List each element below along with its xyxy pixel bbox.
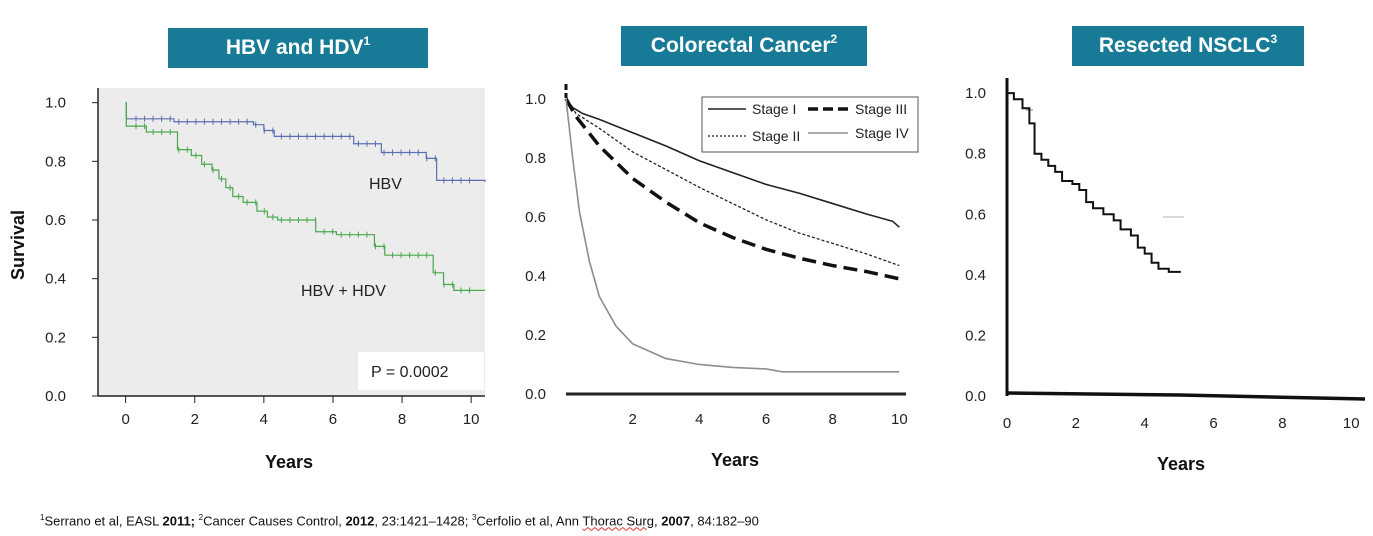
- nsclc-ytick-0.0: 0.0: [965, 388, 986, 405]
- hbv-xtick-4: 4: [260, 411, 268, 428]
- footnote-year-2: 2012: [345, 513, 375, 529]
- annotation-hbv: HBV: [369, 176, 402, 193]
- crc-ytick-0.8: 0.8: [525, 150, 546, 167]
- crc-series-stage-i: [565, 98, 900, 228]
- hbv-series-hbv: [125, 102, 486, 182]
- legend-label-stage3: Stage III: [855, 101, 907, 117]
- pvalue-box: [358, 352, 484, 390]
- nsclc-ytick-0.8: 0.8: [965, 146, 986, 163]
- footnote-ref-2: Cancer Causes Control,: [203, 513, 346, 529]
- hbv-ytick-0.8: 0.8: [45, 153, 66, 170]
- crc-ytick-0.0: 0.0: [525, 386, 546, 403]
- crc-xtick-2: 2: [628, 411, 636, 428]
- nsclc-xtick-4: 4: [1141, 415, 1149, 432]
- chart-hbv-hdv: 0.0 0.2 0.4 0.6 0.8 1.0 0 2 4 6 8 10 HBV HBV + HDV…: [45, 88, 486, 472]
- legend-label-stage1: Stage I: [752, 101, 796, 117]
- crc-xtick-4: 4: [695, 411, 703, 428]
- legend-box: [701, 96, 919, 153]
- hbv-ytick-0.6: 0.6: [45, 212, 66, 229]
- ylabel-svg: Survival: [8, 210, 28, 280]
- chart-nsclc: 0.0 0.2 0.4 0.6 0.8 1.0 0 2 4 6 8 10 Years: [965, 78, 1366, 474]
- footnote-ref-3c: , 84:182–90: [690, 513, 759, 529]
- hbv-ytick-0.2: 0.2: [45, 329, 66, 346]
- panel-title-hbv-sup: 1: [363, 34, 371, 48]
- footnote-ref-2b: , 23:1421–1428;: [374, 513, 472, 529]
- nsclc-xtick-0: 0: [1003, 415, 1011, 432]
- nsclc-ytick-1.0: 1.0: [965, 85, 986, 102]
- crc-series-stage-iii: [564, 97, 900, 281]
- panel-title-hbv-text: HBV and HDV: [225, 36, 364, 59]
- footnote-ref-3-journal: Thorac Surg: [582, 513, 654, 529]
- crc-series-stage-iv: [565, 98, 900, 373]
- crc-ytick-0.4: 0.4: [525, 268, 546, 285]
- nsclc-series-resected-nsclc: [1007, 92, 1181, 273]
- nsclc-ytick-0.4: 0.4: [965, 267, 986, 284]
- annotation-hbv-hdv: HBV + HDV: [301, 283, 386, 300]
- footnote-sup-3: 3: [471, 513, 477, 522]
- chart-nsclc-xaxis: [1006, 391, 1366, 401]
- hbv-xtick-2: 2: [191, 411, 199, 428]
- chart-colorectal: 0.0 0.2 0.4 0.6 0.8 1.0 2 4 6 8 10 Stage I Stage …: [525, 84, 919, 470]
- hbv-ytick-0.4: 0.4: [45, 271, 66, 288]
- chart-hbv-bg: [98, 88, 485, 396]
- crc-xtick-10: 10: [891, 411, 908, 428]
- panel-title-colorectal-sup: 2: [830, 32, 838, 46]
- chart-hbv-xlabel: Years: [265, 452, 313, 472]
- crc-xtick-6: 6: [762, 411, 770, 428]
- panel-title-hbv: HBV and HDV1: [168, 28, 428, 68]
- hbv-ytick-0.0: 0.0: [45, 388, 66, 405]
- footnote: 1Serrano et al, EASL 2011; 2Cancer Cause…: [40, 513, 759, 528]
- crc-ytick-0.2: 0.2: [525, 327, 546, 344]
- panel-title-nsclc-text: Resected NSCLC: [1098, 34, 1271, 57]
- hbv-xtick-6: 6: [329, 411, 337, 428]
- footnote-year-1: 2011;: [162, 513, 196, 529]
- footnote-ref-3: Cerfolio et al, Ann: [476, 513, 583, 529]
- hbv-xtick-10: 10: [463, 411, 480, 428]
- nsclc-xtick-6: 6: [1209, 415, 1217, 432]
- nsclc-xtick-2: 2: [1072, 415, 1080, 432]
- crc-ytick-1.0: 1.0: [525, 91, 546, 108]
- crc-ytick-0.6: 0.6: [525, 209, 546, 226]
- panel-title-colorectal: Colorectal Cancer2: [621, 26, 867, 66]
- ylabel: Survival: [8, 210, 28, 280]
- legend-colorectal: Stage I Stage III Stage II Stage IV: [701, 96, 919, 153]
- hbv-xtick-8: 8: [398, 411, 406, 428]
- nsclc-xtick-10: 10: [1343, 415, 1360, 432]
- footnote-sup-1: 1: [40, 513, 45, 522]
- annotation-pvalue: P = 0.0002: [371, 364, 449, 381]
- panel-title-nsclc: Resected NSCLC3: [1072, 26, 1304, 66]
- legend-label-stage4: Stage IV: [855, 125, 909, 141]
- footnote-ref-3b: ,: [653, 513, 662, 529]
- nsclc-ytick-0.6: 0.6: [965, 206, 986, 223]
- panel-title-nsclc-sup: 3: [1270, 32, 1278, 46]
- hbv-ytick-1.0: 1.0: [45, 95, 66, 112]
- footnote-sup-2: 2: [198, 513, 204, 522]
- hbv-xtick-0: 0: [121, 411, 129, 428]
- chart-nsclc-xlabel: Years: [1157, 454, 1205, 474]
- crc-xtick-8: 8: [828, 411, 836, 428]
- crc-series-stage-ii: [565, 98, 900, 267]
- legend-label-stage2: Stage II: [752, 128, 800, 144]
- footnote-year-3: 2007: [661, 513, 691, 529]
- nsclc-xtick-8: 8: [1278, 415, 1286, 432]
- panel-title-colorectal-text: Colorectal Cancer: [650, 34, 831, 57]
- chart-crc-xlabel: Years: [711, 450, 759, 470]
- nsclc-ytick-0.2: 0.2: [965, 327, 986, 344]
- footnote-ref-1: Serrano et al, EASL: [44, 513, 163, 529]
